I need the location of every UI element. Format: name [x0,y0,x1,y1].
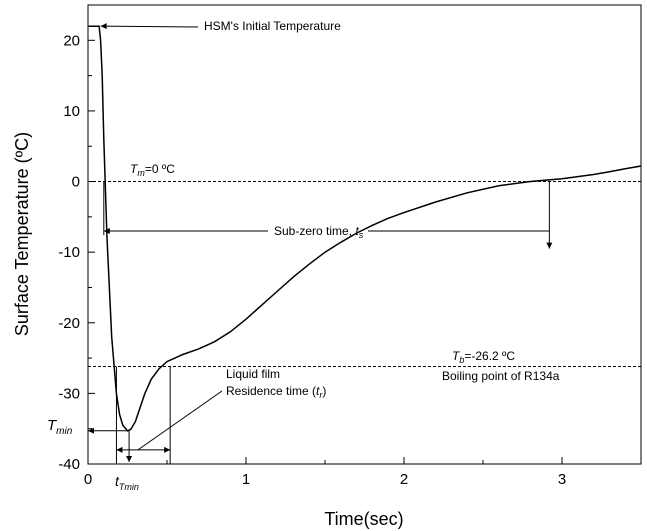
tmin-label: Tmin [47,417,73,437]
boiling-point-label: Boiling point of R134a [442,369,560,383]
x-tick-label-2: 2 [400,471,408,488]
tm-label: Tm=0 ºC [130,162,175,178]
residence-arrowhead-right [164,446,171,453]
subzero-arrowhead-down [546,242,553,249]
y-tick-label-5: -30 [58,385,80,402]
initial-temp-arrow [100,25,199,28]
axis-ticks: 0 1 2 3 20 10 0 -10 -20 -30 -40 [58,4,566,488]
temperature-curve [88,25,642,432]
x-tick-label-0: 0 [84,471,92,488]
initial-temp-label: HSM's Initial Temperature [204,19,341,33]
y-tick-label-2: 0 [72,174,80,191]
reference-lines [88,181,641,368]
y-tick-label-0: 20 [63,32,80,49]
y-tick-label-4: -20 [58,315,80,332]
x-tick-label-1: 1 [242,471,250,488]
initial-temp-arrowhead [100,23,107,30]
y-tick-label-6: -40 [58,456,80,473]
y-axis-title: Surface Temperature (ºC) [12,132,32,336]
t-tmin-label: tTmin [115,473,139,492]
x-tick-label-3: 3 [558,471,566,488]
y-tick-label-1: 10 [63,103,80,120]
tmin-arrowhead [88,427,94,434]
subzero-label: Sub-zero time, ts [274,224,364,240]
y-tick-label-3: -10 [58,244,80,261]
tb-label: Tb=-26.2 ºC [452,349,515,365]
plot-frame [87,4,642,465]
x-axis-title: Time(sec) [324,509,403,529]
residence-arrowhead-left [116,446,123,453]
liquid-film-label: Liquid film [226,367,280,381]
residence-pointer [137,390,223,451]
annotation-markers [88,23,553,464]
residence-time-label: Residence time (tr) [226,384,326,400]
t-tmin-arrowhead [126,456,133,462]
